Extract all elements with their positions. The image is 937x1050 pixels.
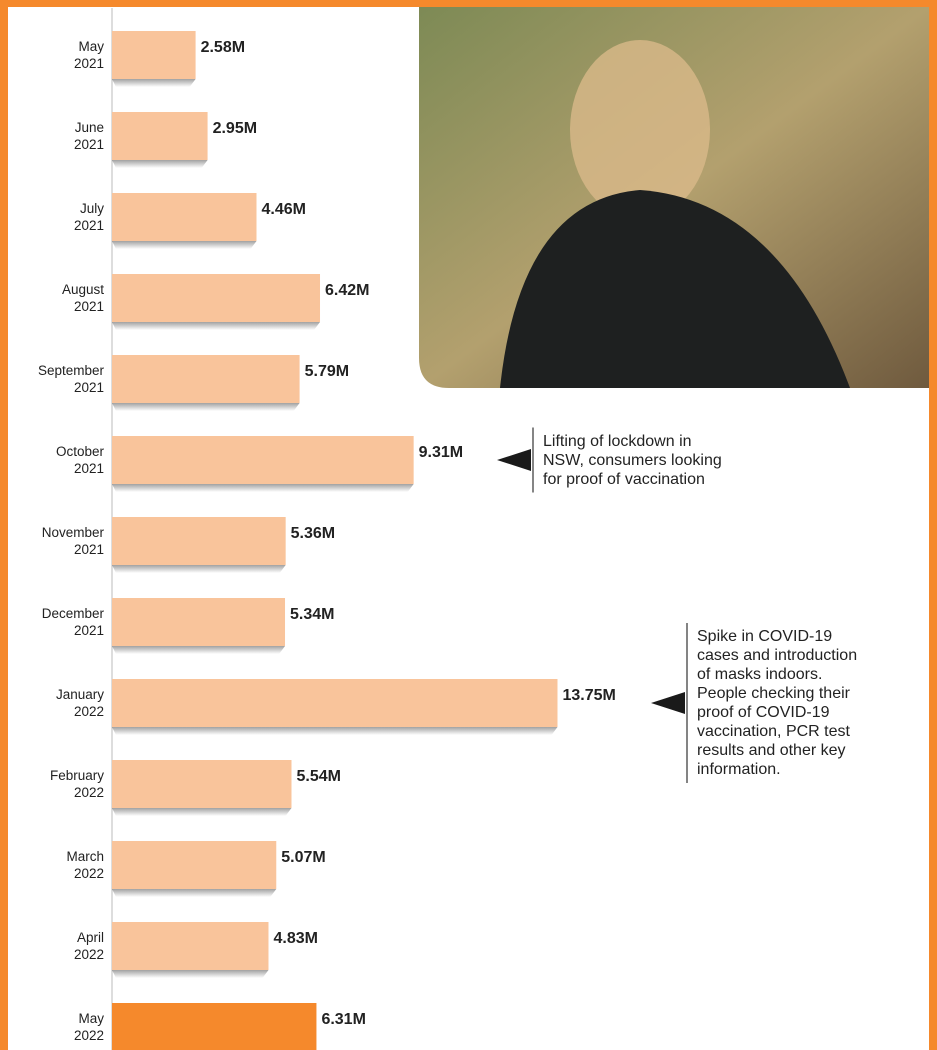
bar-shadow <box>112 565 286 573</box>
value-label: 5.79M <box>304 363 350 380</box>
y-tick-label: May 2021 <box>73 39 104 71</box>
value-label: 5.36M <box>290 525 336 542</box>
bar <box>112 274 321 322</box>
bar-shadow <box>112 79 196 87</box>
bar-shadow <box>112 160 208 168</box>
y-tick-label: May 2022 <box>73 1011 104 1043</box>
bar-shadow <box>112 322 321 330</box>
bar-shadow <box>112 727 558 735</box>
annotation: Lifting of lockdown in NSW, consumers lo… <box>543 432 722 488</box>
value-label: 2.95M <box>212 120 258 137</box>
y-tick-label: June 2021 <box>73 120 104 152</box>
bar <box>112 436 414 484</box>
annotation-arrow <box>651 692 685 714</box>
value-label: 5.54M <box>296 768 341 785</box>
bar-shadow <box>112 484 414 492</box>
bar <box>112 1003 317 1050</box>
value-label: 5.34M <box>290 606 335 623</box>
bar <box>112 31 196 79</box>
bar <box>112 679 558 727</box>
frame-right <box>929 0 937 1050</box>
y-tick-label: July 2021 <box>73 201 104 233</box>
value-label: 4.46M <box>261 201 306 218</box>
photo-figure <box>500 190 850 388</box>
bar-shadow <box>112 403 300 411</box>
y-tick-label: April 2022 <box>73 930 104 962</box>
y-tick-label: October 2021 <box>55 444 104 476</box>
y-tick-label: March 2022 <box>66 849 104 881</box>
value-label: 6.31M <box>321 1011 366 1028</box>
value-label: 9.31M <box>418 444 464 461</box>
y-tick-label: January 2022 <box>55 687 104 719</box>
y-tick-label: December 2021 <box>41 606 104 638</box>
value-label: 13.75M <box>562 687 616 704</box>
bar <box>112 598 286 646</box>
bar-shadow <box>112 646 286 654</box>
photo-figure <box>570 40 710 220</box>
y-tick-label: February 2022 <box>49 768 104 800</box>
bar <box>112 517 286 565</box>
bar <box>112 112 208 160</box>
y-tick-label: November 2021 <box>41 525 104 557</box>
annotation: Spike in COVID-19 cases and introduction… <box>697 628 858 778</box>
annotation-arrow <box>497 449 531 471</box>
frame-left <box>0 0 8 1050</box>
y-tick-label: September 2021 <box>37 363 104 395</box>
bar <box>112 355 300 403</box>
value-label: 6.42M <box>325 282 370 299</box>
bar <box>112 193 257 241</box>
bar <box>112 922 269 970</box>
bar-shadow <box>112 241 257 249</box>
frame-top <box>0 0 937 7</box>
bar-shadow <box>112 889 277 897</box>
bar-shadow <box>112 808 292 816</box>
y-tick-label: August 2021 <box>61 282 104 314</box>
value-label: 5.07M <box>281 849 326 866</box>
bar <box>112 760 292 808</box>
value-label: 4.83M <box>273 930 318 947</box>
bar-shadow <box>112 970 269 978</box>
bar <box>112 841 277 889</box>
value-label: 2.58M <box>200 39 246 56</box>
